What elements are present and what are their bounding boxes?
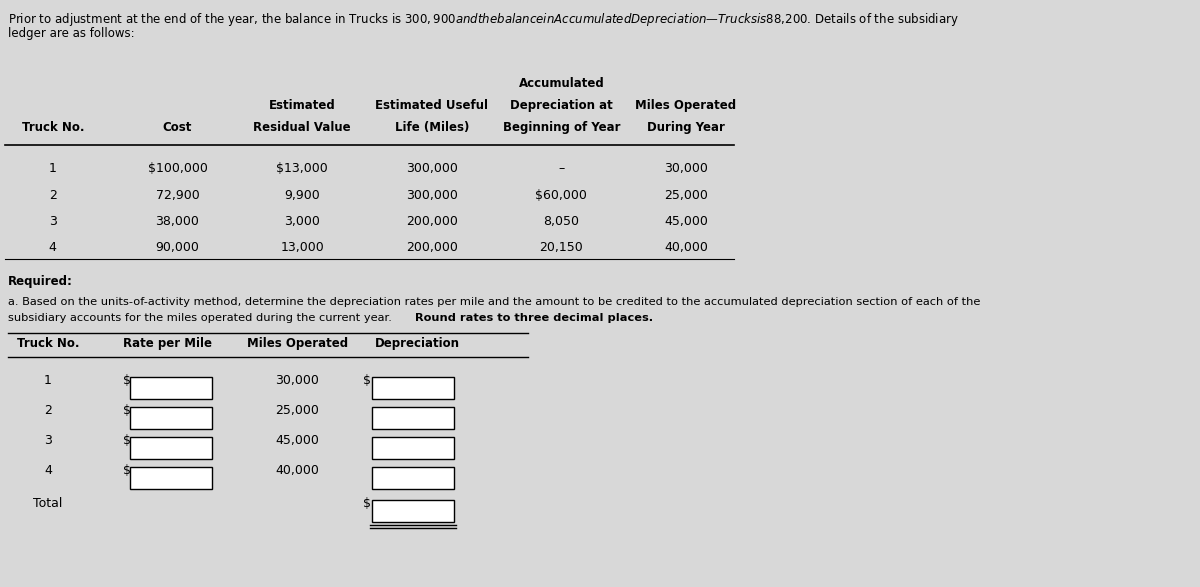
Text: 45,000: 45,000 xyxy=(276,434,319,447)
Text: 13,000: 13,000 xyxy=(281,241,324,254)
Text: Miles Operated: Miles Operated xyxy=(247,337,348,350)
Text: Depreciation: Depreciation xyxy=(374,337,460,350)
Text: Life (Miles): Life (Miles) xyxy=(395,121,469,134)
Text: –: – xyxy=(558,162,564,175)
Text: Cost: Cost xyxy=(163,121,192,134)
Text: Required:: Required: xyxy=(7,275,72,288)
Text: Prior to adjustment at the end of the year, the balance in Trucks is $300,900 an: Prior to adjustment at the end of the ye… xyxy=(7,11,959,28)
Text: 38,000: 38,000 xyxy=(156,215,199,228)
Text: Total: Total xyxy=(34,497,62,510)
Text: 300,000: 300,000 xyxy=(406,189,457,202)
Text: 20,150: 20,150 xyxy=(540,241,583,254)
Text: 25,000: 25,000 xyxy=(276,404,319,417)
Text: Estimated Useful: Estimated Useful xyxy=(376,99,488,112)
Text: 25,000: 25,000 xyxy=(664,189,708,202)
Text: ledger are as follows:: ledger are as follows: xyxy=(7,27,134,40)
Text: $60,000: $60,000 xyxy=(535,189,587,202)
Text: 9,900: 9,900 xyxy=(284,189,320,202)
FancyBboxPatch shape xyxy=(131,467,212,489)
Text: Estimated: Estimated xyxy=(269,99,336,112)
Text: $: $ xyxy=(122,404,131,417)
Text: Beginning of Year: Beginning of Year xyxy=(503,121,620,134)
Text: Miles Operated: Miles Operated xyxy=(636,99,737,112)
FancyBboxPatch shape xyxy=(131,437,212,459)
Text: Residual Value: Residual Value xyxy=(253,121,352,134)
Text: 2: 2 xyxy=(49,189,56,202)
FancyBboxPatch shape xyxy=(372,467,454,489)
FancyBboxPatch shape xyxy=(131,377,212,399)
Text: 1: 1 xyxy=(49,162,56,175)
Text: $: $ xyxy=(362,374,371,387)
Text: 45,000: 45,000 xyxy=(664,215,708,228)
Text: 300,000: 300,000 xyxy=(406,162,457,175)
Text: Truck No.: Truck No. xyxy=(22,121,84,134)
FancyBboxPatch shape xyxy=(131,407,212,429)
Text: Accumulated: Accumulated xyxy=(518,77,604,90)
Text: 8,050: 8,050 xyxy=(544,215,580,228)
Text: Round rates to three decimal places.: Round rates to three decimal places. xyxy=(414,313,653,323)
Text: 4: 4 xyxy=(44,464,52,477)
Text: During Year: During Year xyxy=(647,121,725,134)
Text: 40,000: 40,000 xyxy=(664,241,708,254)
Text: $: $ xyxy=(122,374,131,387)
Text: $: $ xyxy=(122,464,131,477)
FancyBboxPatch shape xyxy=(372,437,454,459)
Text: 40,000: 40,000 xyxy=(276,464,319,477)
Text: $: $ xyxy=(362,497,371,510)
Text: 72,900: 72,900 xyxy=(156,189,199,202)
Text: Depreciation at: Depreciation at xyxy=(510,99,613,112)
Text: Rate per Mile: Rate per Mile xyxy=(124,337,212,350)
Text: 3: 3 xyxy=(49,215,56,228)
Text: 90,000: 90,000 xyxy=(156,241,199,254)
Text: 200,000: 200,000 xyxy=(406,215,457,228)
Text: 2: 2 xyxy=(44,404,52,417)
Text: $100,000: $100,000 xyxy=(148,162,208,175)
Text: a. Based on the units-of-activity method, determine the depreciation rates per m: a. Based on the units-of-activity method… xyxy=(7,297,980,307)
Text: 30,000: 30,000 xyxy=(276,374,319,387)
Text: subsidiary accounts for the miles operated during the current year.: subsidiary accounts for the miles operat… xyxy=(7,313,395,323)
Text: $13,000: $13,000 xyxy=(276,162,328,175)
FancyBboxPatch shape xyxy=(372,407,454,429)
Text: Truck No.: Truck No. xyxy=(17,337,79,350)
Text: 4: 4 xyxy=(49,241,56,254)
FancyBboxPatch shape xyxy=(372,500,454,522)
Text: 30,000: 30,000 xyxy=(664,162,708,175)
Text: $: $ xyxy=(122,434,131,447)
Text: 200,000: 200,000 xyxy=(406,241,457,254)
Text: 1: 1 xyxy=(44,374,52,387)
Text: 3: 3 xyxy=(44,434,52,447)
Text: 3,000: 3,000 xyxy=(284,215,320,228)
FancyBboxPatch shape xyxy=(372,377,454,399)
